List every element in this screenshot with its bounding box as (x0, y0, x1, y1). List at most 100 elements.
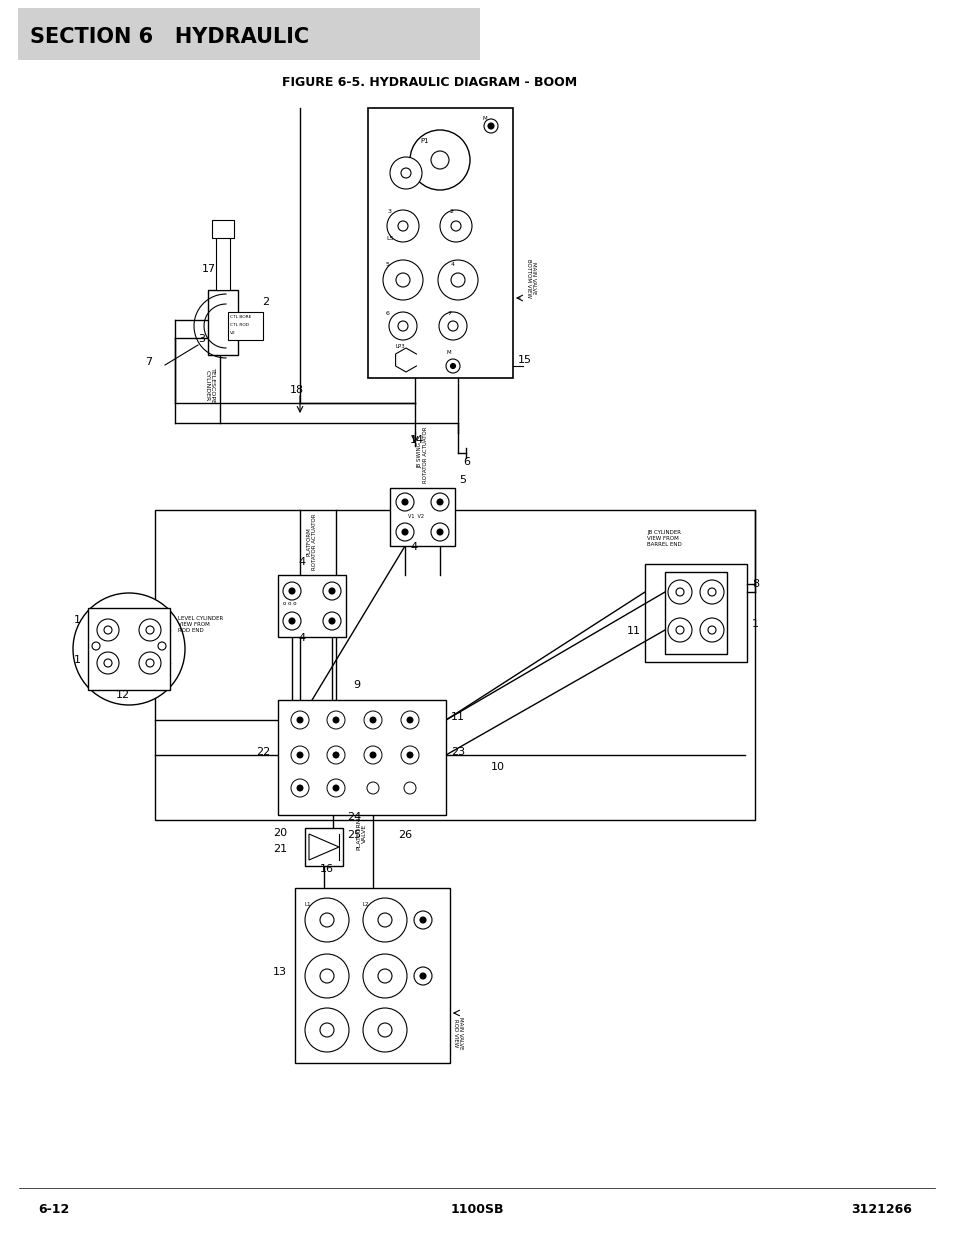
Circle shape (367, 782, 378, 794)
Bar (305, 827, 343, 866)
Text: 6: 6 (462, 457, 470, 467)
Text: 8: 8 (751, 579, 759, 589)
Text: 3: 3 (388, 209, 392, 214)
Circle shape (296, 785, 303, 790)
Circle shape (327, 711, 345, 729)
Text: PLATFORM
ROTATOR ACTUATOR: PLATFORM ROTATOR ACTUATOR (306, 514, 317, 571)
Circle shape (419, 918, 426, 923)
Text: 7: 7 (145, 357, 152, 367)
Text: 3: 3 (198, 333, 205, 345)
Circle shape (104, 659, 112, 667)
Text: 5: 5 (386, 262, 390, 267)
Circle shape (395, 493, 414, 511)
Circle shape (707, 588, 716, 597)
Circle shape (667, 580, 691, 604)
Circle shape (305, 953, 349, 998)
Circle shape (387, 210, 418, 242)
Text: JB CYLINDER
VIEW FROM
BARREL END: JB CYLINDER VIEW FROM BARREL END (646, 530, 681, 547)
Circle shape (395, 273, 410, 287)
Text: 24: 24 (347, 811, 361, 823)
Circle shape (407, 718, 413, 722)
Text: 4: 4 (410, 542, 416, 552)
Circle shape (319, 913, 334, 927)
Circle shape (483, 119, 497, 133)
Circle shape (700, 618, 723, 642)
Circle shape (390, 157, 421, 189)
Circle shape (446, 359, 459, 373)
Text: 1100SB: 1100SB (450, 1203, 503, 1216)
Circle shape (291, 779, 309, 797)
Circle shape (296, 718, 303, 722)
Circle shape (401, 529, 408, 535)
Circle shape (401, 499, 408, 505)
Circle shape (323, 582, 340, 600)
Circle shape (363, 898, 407, 942)
Text: MAIN VALVE
ROD VIEW: MAIN VALVE ROD VIEW (452, 1016, 463, 1050)
Text: 4: 4 (451, 262, 455, 267)
Text: 13: 13 (273, 967, 287, 977)
Text: LP3: LP3 (395, 345, 405, 350)
Circle shape (291, 746, 309, 764)
Text: L2: L2 (363, 902, 369, 906)
Circle shape (289, 618, 294, 624)
Circle shape (323, 613, 340, 630)
Circle shape (437, 261, 477, 300)
Circle shape (283, 582, 301, 600)
Circle shape (431, 151, 449, 169)
Circle shape (397, 221, 408, 231)
Circle shape (419, 973, 426, 979)
Circle shape (305, 1008, 349, 1052)
Circle shape (363, 1008, 407, 1052)
Circle shape (400, 711, 418, 729)
Circle shape (333, 785, 338, 790)
Text: 1: 1 (74, 615, 81, 625)
Text: P1: P1 (419, 138, 428, 144)
Circle shape (451, 273, 464, 287)
Circle shape (283, 613, 301, 630)
Circle shape (97, 652, 119, 674)
Circle shape (414, 967, 432, 986)
Circle shape (431, 493, 449, 511)
Circle shape (389, 312, 416, 340)
Circle shape (676, 626, 683, 634)
Circle shape (146, 659, 153, 667)
Bar (644, 564, 746, 662)
Circle shape (319, 969, 334, 983)
Text: 2: 2 (450, 209, 454, 214)
Circle shape (363, 953, 407, 998)
Circle shape (436, 529, 442, 535)
Circle shape (410, 130, 470, 190)
Text: 11: 11 (451, 713, 464, 722)
Bar (294, 888, 450, 1063)
Circle shape (377, 969, 392, 983)
Circle shape (333, 752, 338, 758)
Text: M: M (447, 350, 451, 354)
Circle shape (436, 499, 442, 505)
Circle shape (451, 221, 460, 231)
Text: L1: L1 (305, 902, 312, 906)
Circle shape (327, 746, 345, 764)
Text: 17: 17 (202, 264, 216, 274)
Text: 26: 26 (397, 830, 412, 840)
Circle shape (377, 913, 392, 927)
Circle shape (676, 588, 683, 597)
Circle shape (377, 1023, 392, 1037)
Circle shape (400, 168, 411, 178)
Bar (368, 107, 513, 378)
Text: 18: 18 (290, 385, 304, 395)
Circle shape (431, 522, 449, 541)
Circle shape (333, 718, 338, 722)
Text: LS: LS (386, 236, 393, 241)
Circle shape (296, 752, 303, 758)
Text: JB SWING
ROTATOR ACTUATOR: JB SWING ROTATOR ACTUATOR (416, 426, 428, 483)
Text: o o o: o o o (283, 601, 296, 606)
Bar (277, 576, 346, 637)
Text: 4: 4 (297, 557, 305, 567)
Text: MAIN VALVE
BOTTOM VIEW: MAIN VALVE BOTTOM VIEW (525, 258, 536, 298)
Text: 9: 9 (353, 680, 359, 690)
Text: 22: 22 (255, 747, 270, 757)
Circle shape (370, 752, 375, 758)
Bar (212, 220, 233, 238)
Text: 5: 5 (458, 475, 465, 485)
Circle shape (667, 618, 691, 642)
